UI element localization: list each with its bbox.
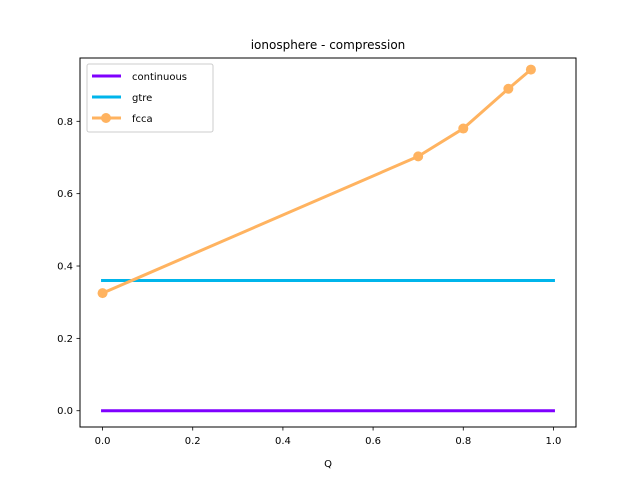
y-axis-ticks: 0.0 0.2 0.4 0.6 0.8 <box>57 117 80 417</box>
series-point-fcca <box>503 83 514 94</box>
x-axis-label: Q <box>324 459 332 470</box>
y-tick-label: 0.4 <box>57 262 73 273</box>
y-tick-label: 0.8 <box>57 117 73 128</box>
chart-title: ionosphere - compression <box>251 38 406 52</box>
plot-series <box>97 64 555 413</box>
legend-label-continuous: continuous <box>132 72 187 83</box>
x-tick-label: 0.6 <box>365 436 381 447</box>
series-point-fcca <box>525 64 536 75</box>
x-tick-label: 0.2 <box>185 436 201 447</box>
x-tick-label: 0.0 <box>95 436 111 447</box>
series-point-fcca <box>97 288 108 299</box>
plot-frame <box>79 57 577 428</box>
legend: continuous gtre fcca <box>86 63 214 133</box>
x-tick-label: 1.0 <box>546 436 562 447</box>
legend-box <box>86 63 214 133</box>
x-tick-label: 0.8 <box>455 436 471 447</box>
series-point-fcca <box>458 123 469 134</box>
y-tick-label: 0.0 <box>57 406 73 417</box>
series-point-fcca <box>413 151 424 162</box>
legend-label-gtre: gtre <box>132 93 152 104</box>
x-tick-label: 0.4 <box>275 436 291 447</box>
y-tick-label: 0.2 <box>57 334 73 345</box>
legend-marker-fcca <box>101 113 111 123</box>
legend-label-fcca: fcca <box>132 114 153 125</box>
y-tick-label: 0.6 <box>57 189 73 200</box>
x-axis-ticks: 0.0 0.2 0.4 0.6 0.8 1.0 <box>95 427 562 447</box>
